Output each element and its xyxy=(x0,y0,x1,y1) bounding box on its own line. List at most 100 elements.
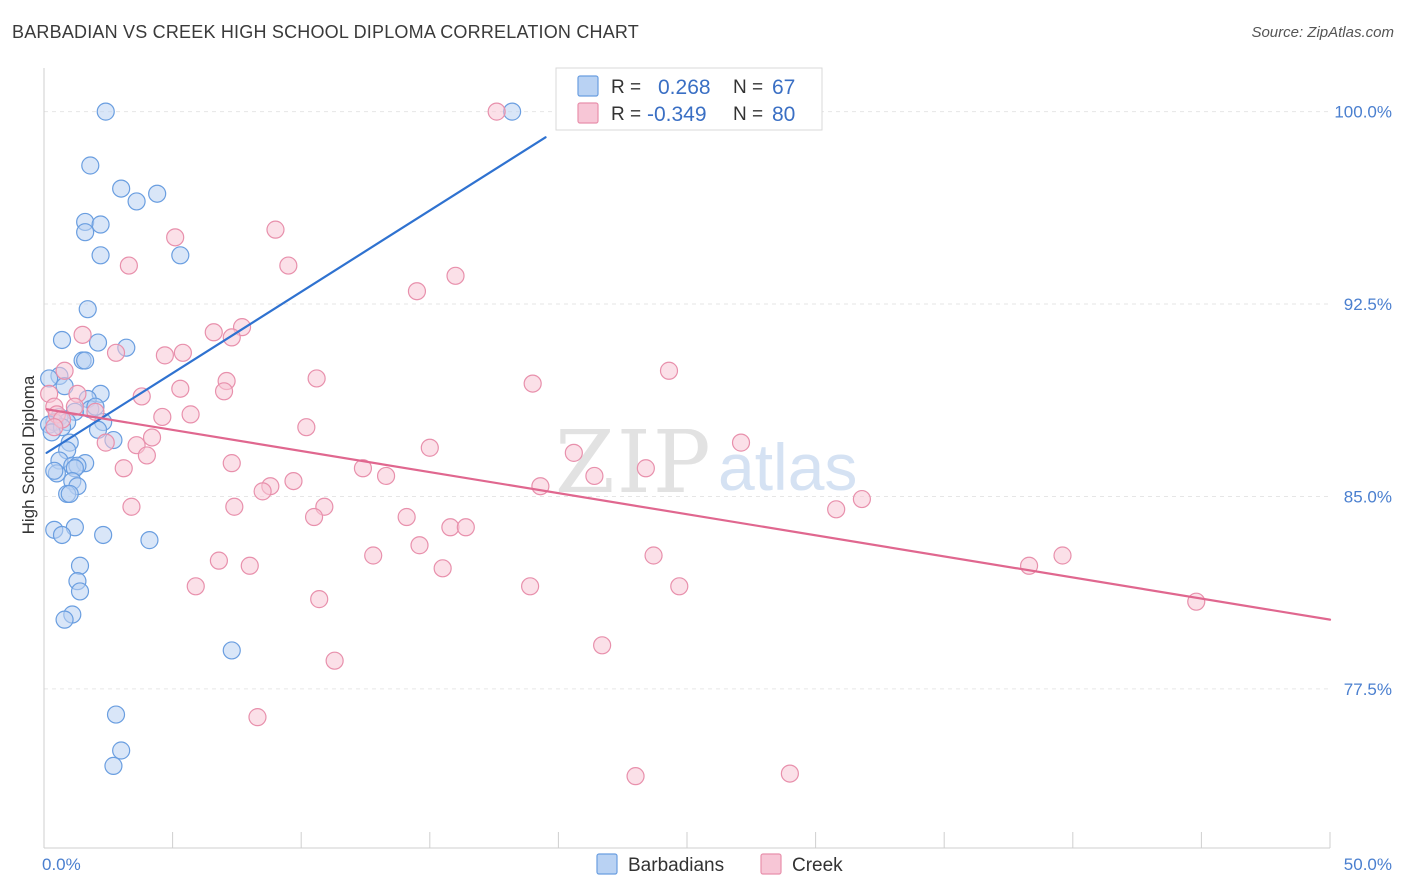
legend-top-n-label: N = xyxy=(733,77,763,98)
creek-point xyxy=(155,346,174,365)
watermark: ZIP atlas xyxy=(555,413,857,513)
barbadians-point xyxy=(94,525,113,545)
creek-point xyxy=(73,325,92,344)
barbadians-point xyxy=(171,246,190,265)
barbadians-point xyxy=(127,192,146,211)
creek-point xyxy=(397,507,416,527)
y-tick-label: 100.0% xyxy=(1334,103,1392,122)
creek-point xyxy=(407,282,427,301)
legend-top-n-value: 67 xyxy=(772,76,795,99)
legend-top-r-label: R = xyxy=(611,104,641,125)
creek-point xyxy=(564,443,583,462)
creek-point xyxy=(446,266,465,285)
legend-bottom-label-creek: Creek xyxy=(792,855,843,876)
barbadians-point xyxy=(503,102,522,121)
creek-point xyxy=(137,446,156,465)
legend-top-box xyxy=(555,67,823,131)
creek-point xyxy=(827,500,846,519)
y-axis-title: High School Diploma xyxy=(19,375,38,534)
creek-trend-line xyxy=(45,408,1332,621)
creek-point xyxy=(521,577,540,596)
creek-point xyxy=(304,507,324,527)
barbadians-point xyxy=(52,525,72,545)
x-ticks xyxy=(43,832,1331,848)
creek-point xyxy=(441,518,460,537)
legend-bottom-label-barbadians: Barbadians xyxy=(628,855,724,876)
creek-point xyxy=(114,459,133,478)
watermark-zip: ZIP xyxy=(555,413,713,513)
points-creek xyxy=(40,102,1206,786)
creek-point xyxy=(225,497,244,516)
legend-top-swatch-barbadians xyxy=(577,75,599,97)
barbadians-point xyxy=(112,741,131,760)
barbadians-point xyxy=(91,215,110,234)
creek-point xyxy=(55,361,74,380)
x-tick-label-min: 0.0% xyxy=(42,855,81,874)
barbadians-point xyxy=(112,179,131,198)
creek-point xyxy=(209,551,228,570)
barbadians-point xyxy=(45,461,64,480)
barbadians-point xyxy=(70,556,90,575)
creek-point xyxy=(214,382,234,401)
creek-point xyxy=(585,466,604,486)
creek-point xyxy=(204,323,223,342)
creek-point xyxy=(266,220,285,239)
creek-point xyxy=(222,454,241,473)
legend-top-n-value: 80 xyxy=(772,103,795,126)
creek-point xyxy=(96,433,115,452)
trend-layer xyxy=(45,136,1332,621)
barbadians-point xyxy=(91,246,110,265)
creek-point xyxy=(433,559,452,578)
chart-source: Source: ZipAtlas.com xyxy=(1251,24,1394,41)
creek-point xyxy=(376,466,396,486)
legend-top-r-value: -0.349 xyxy=(647,103,707,126)
creek-point xyxy=(166,228,185,247)
creek-point xyxy=(173,343,192,362)
legend-bottom-swatch-creek xyxy=(760,853,782,875)
creek-point xyxy=(153,407,172,427)
creek-point xyxy=(248,708,267,727)
creek-point xyxy=(325,651,344,670)
creek-point xyxy=(410,536,429,555)
creek-point xyxy=(65,397,84,416)
barbadians-point xyxy=(106,705,126,724)
creek-point xyxy=(1053,546,1072,565)
creek-point xyxy=(636,459,655,478)
barbadians-point xyxy=(55,610,74,629)
legend-top-r-label: R = xyxy=(611,77,641,98)
legend-bottom: Barbadians Creek xyxy=(596,853,843,876)
creek-point xyxy=(132,387,151,406)
creek-point xyxy=(119,256,138,275)
legend-top: R = 0.268 N = 67 R = -0.349 N = 80 xyxy=(555,67,823,131)
y-tick-labels: 77.5% 85.0% 92.5% 100.0% xyxy=(1334,103,1392,699)
barbadians-point xyxy=(140,531,159,550)
x-tick-label-max: 50.0% xyxy=(1344,855,1392,874)
creek-point xyxy=(364,546,383,565)
creek-point xyxy=(670,577,689,596)
barbadians-point xyxy=(76,223,95,242)
y-tick-label: 92.5% xyxy=(1344,295,1392,314)
legend-bottom-swatch-barbadians xyxy=(596,853,618,875)
creek-point xyxy=(284,471,303,491)
creek-point xyxy=(253,482,272,501)
creek-point xyxy=(240,556,259,575)
creek-point xyxy=(626,767,645,786)
creek-point xyxy=(307,369,326,388)
legend-top-swatch-creek xyxy=(577,102,599,124)
creek-point xyxy=(297,418,316,437)
barbadians-point xyxy=(70,582,90,601)
legend-top-n-label: N = xyxy=(733,104,763,125)
barbadians-point xyxy=(88,333,108,352)
creek-point xyxy=(487,102,506,121)
barbadians-point xyxy=(104,756,123,775)
barbadians-point xyxy=(96,102,115,121)
creek-point xyxy=(644,546,663,565)
creek-point xyxy=(659,361,679,380)
barbadians-point xyxy=(222,641,241,660)
y-tick-label: 77.5% xyxy=(1344,680,1392,699)
creek-point xyxy=(122,497,141,516)
creek-point xyxy=(45,418,64,437)
creek-point xyxy=(780,764,799,783)
creek-point xyxy=(142,428,162,447)
barbadians-point xyxy=(52,330,72,350)
